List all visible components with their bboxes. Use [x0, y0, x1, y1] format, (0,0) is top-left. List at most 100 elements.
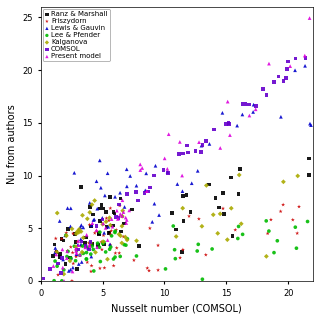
Kalganova [103, 219, 108, 224]
COMSOL [136, 198, 141, 203]
Lewis & Gauvin [144, 171, 149, 176]
COMSOL [303, 56, 308, 61]
Lee & Pfender [118, 254, 123, 259]
Lee & Pfender [173, 256, 178, 261]
Ranz & Marshall [95, 243, 100, 248]
Lewis & Gauvin [207, 141, 212, 147]
Ranz & Marshall [307, 156, 312, 161]
Kalganova [229, 206, 234, 211]
COMSOL [211, 127, 216, 132]
COMSOL [59, 255, 64, 260]
Lewis & Gauvin [102, 193, 108, 198]
Lewis & Gauvin [143, 188, 148, 193]
COMSOL [165, 170, 171, 175]
Friszydorn [102, 265, 107, 270]
Kalganova [116, 232, 122, 237]
Present model [105, 237, 110, 243]
Friszydorn [64, 230, 69, 236]
Present model [51, 263, 56, 268]
Lee & Pfender [52, 278, 57, 283]
Friszydorn [296, 204, 301, 209]
Kalganova [281, 179, 286, 184]
Lee & Pfender [74, 248, 79, 253]
COMSOL [151, 173, 156, 178]
Friszydorn [85, 260, 90, 265]
Lewis & Gauvin [152, 201, 157, 206]
Present model [73, 246, 78, 251]
Present model [65, 249, 70, 254]
Present model [138, 168, 143, 173]
Present model [121, 210, 126, 215]
Lee & Pfender [103, 249, 108, 254]
COMSOL [56, 261, 61, 266]
Lee & Pfender [109, 233, 114, 238]
COMSOL [261, 86, 266, 92]
Lee & Pfender [134, 253, 139, 259]
Present model [228, 132, 233, 138]
Kalganova [93, 250, 98, 255]
Ranz & Marshall [99, 202, 104, 207]
Present model [307, 16, 312, 21]
COMSOL [148, 185, 153, 190]
Friszydorn [53, 236, 58, 241]
Kalganova [88, 240, 93, 245]
Present model [180, 173, 185, 178]
Friszydorn [233, 227, 238, 232]
Kalganova [78, 229, 84, 234]
Present model [114, 208, 119, 213]
Present model [90, 220, 95, 226]
COMSOL [240, 101, 245, 107]
Lee & Pfender [171, 223, 176, 228]
COMSOL [246, 102, 251, 107]
Lewis & Gauvin [120, 213, 125, 218]
Lewis & Gauvin [235, 123, 240, 128]
Present model [225, 99, 230, 104]
Friszydorn [114, 245, 119, 251]
Lewis & Gauvin [66, 268, 71, 274]
Ranz & Marshall [78, 184, 83, 189]
Ranz & Marshall [108, 195, 113, 200]
Present model [76, 238, 81, 244]
Lewis & Gauvin [78, 237, 84, 242]
Lee & Pfender [61, 267, 66, 272]
COMSOL [253, 104, 258, 109]
Lewis & Gauvin [53, 245, 58, 251]
Kalganova [79, 250, 84, 255]
Present model [61, 278, 67, 284]
Ranz & Marshall [104, 209, 109, 214]
Friszydorn [75, 239, 80, 244]
Friszydorn [290, 217, 295, 222]
Ranz & Marshall [181, 219, 186, 224]
Lee & Pfender [88, 252, 93, 257]
Lewis & Gauvin [95, 206, 100, 211]
Ranz & Marshall [67, 255, 72, 260]
Lee & Pfender [84, 244, 89, 249]
Present model [60, 247, 65, 252]
Friszydorn [70, 231, 76, 236]
Friszydorn [106, 218, 111, 223]
Lewis & Gauvin [79, 222, 84, 228]
COMSOL [161, 167, 166, 172]
Present model [127, 208, 132, 213]
Present model [110, 224, 115, 229]
Lee & Pfender [236, 224, 241, 229]
Ranz & Marshall [230, 233, 235, 238]
Lee & Pfender [55, 264, 60, 269]
Lewis & Gauvin [240, 112, 245, 117]
Lewis & Gauvin [60, 257, 66, 262]
Friszydorn [89, 263, 94, 268]
Lee & Pfender [84, 256, 89, 261]
Ranz & Marshall [119, 229, 124, 234]
Friszydorn [114, 228, 119, 233]
Ranz & Marshall [100, 206, 106, 211]
COMSOL [113, 214, 118, 220]
Lewis & Gauvin [69, 255, 74, 260]
Kalganova [225, 237, 230, 242]
Ranz & Marshall [74, 267, 79, 272]
Friszydorn [156, 268, 161, 273]
Friszydorn [108, 242, 113, 247]
Lee & Pfender [113, 229, 118, 234]
Lewis & Gauvin [302, 63, 308, 68]
Lewis & Gauvin [100, 215, 105, 220]
Present model [119, 213, 124, 219]
